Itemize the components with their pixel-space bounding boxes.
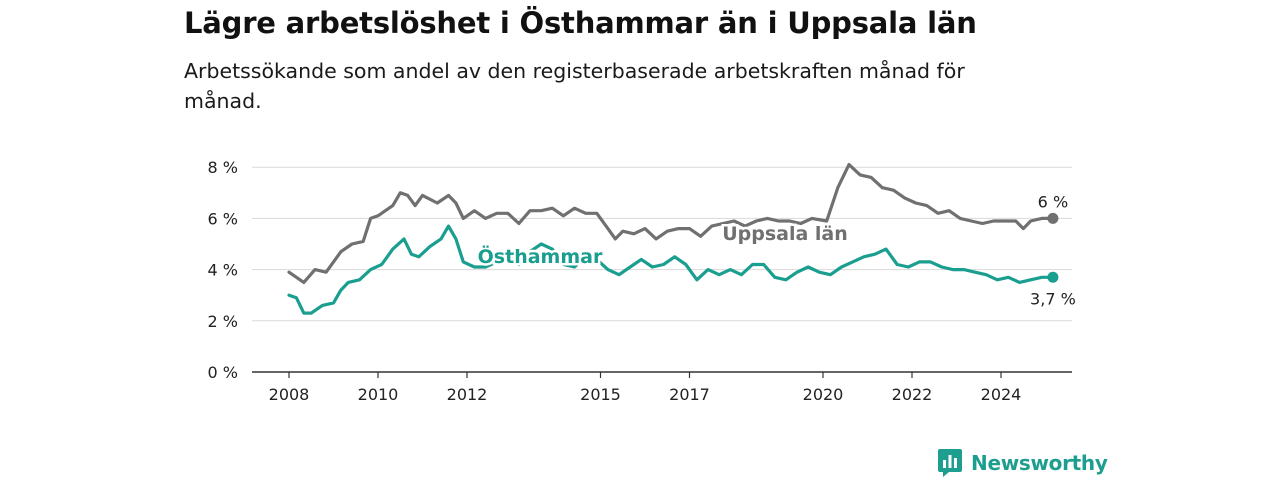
x-tick-label: 2017	[669, 385, 710, 404]
y-tick-label: 4 %	[208, 261, 238, 280]
series-line-osthammar	[287, 224, 1055, 315]
end-point-uppsala-lan	[1047, 212, 1059, 224]
y-axis-ticks: 0 % 2 % 4 % 6 % 8 %	[208, 158, 238, 382]
x-tick-label: 2015	[580, 385, 621, 404]
y-tick-label: 0 %	[208, 363, 238, 382]
end-value-label-osthammar: 3,7 %	[1030, 289, 1076, 308]
y-tick-label: 2 %	[208, 312, 238, 331]
y-tick-label: 8 %	[208, 158, 238, 177]
gridlines	[252, 166, 1072, 322]
series-line-uppsala-lan	[287, 163, 1055, 284]
y-tick-label: 6 %	[208, 209, 238, 228]
x-axis: 2008 2010 2012 2015 2017 2020 2022 2024	[252, 371, 1072, 404]
end-point-osthammar	[1047, 271, 1059, 283]
chart-subtitle: Arbetssökande som andel av den registerb…	[184, 59, 965, 113]
series-name-label-uppsala-lan: Uppsala län	[722, 223, 848, 245]
x-tick-label: 2024	[981, 385, 1022, 404]
bar-chart-logo-icon	[938, 449, 962, 477]
brand-name: Newsworthy	[971, 451, 1108, 475]
x-tick-label: 2010	[358, 385, 399, 404]
chart-title: Lägre arbetslöshet i Östhammar än i Upps…	[184, 6, 977, 40]
x-tick-label: 2008	[269, 385, 310, 404]
x-tick-label: 2020	[803, 385, 844, 404]
brand-logo[interactable]: Newsworthy	[937, 448, 1108, 478]
series-name-label-osthammar: Östhammar	[478, 244, 603, 268]
series-lines	[287, 163, 1059, 315]
x-tick-label: 2022	[892, 385, 933, 404]
end-value-label-uppsala-lan: 6 %	[1038, 192, 1068, 211]
x-tick-label: 2012	[447, 385, 488, 404]
series-labels: 6 % Uppsala län 3,7 % Östhammar	[475, 192, 1076, 308]
